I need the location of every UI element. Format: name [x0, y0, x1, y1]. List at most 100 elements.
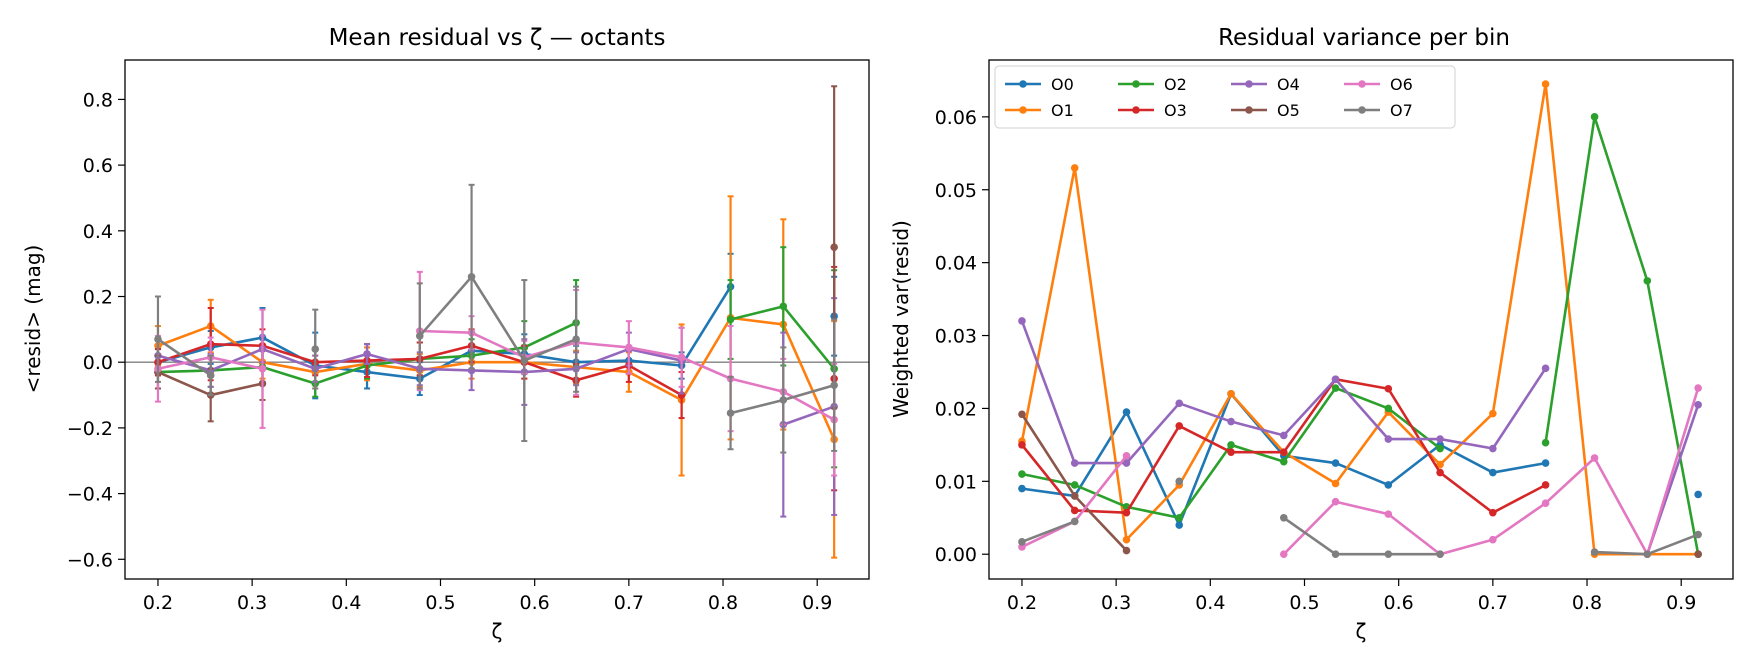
right-data-point	[1122, 535, 1131, 544]
left-y-tick-label: −0.4	[67, 484, 113, 506]
right-data-point	[1279, 513, 1288, 522]
right-data-point	[1694, 384, 1702, 392]
left-data-point	[726, 315, 735, 324]
left-x-tick-label: 0.8	[708, 592, 738, 614]
right-data-point	[1279, 431, 1288, 440]
left-data-point	[206, 371, 215, 380]
left-series-line	[157, 285, 732, 380]
left-y-tick-label: 0.4	[83, 221, 113, 243]
right-data-point	[1018, 470, 1026, 478]
right-series-2	[1018, 113, 1702, 559]
right-chart: Residual variance per bin 0.2 0.3 0.4 0.5 0.…	[889, 25, 1734, 643]
right-data-point	[1384, 510, 1393, 518]
right-data-point	[1279, 550, 1288, 559]
right-data-point	[1175, 513, 1184, 522]
right-series-line	[1020, 82, 1699, 556]
left-x-tick-label: 0.6	[520, 592, 550, 614]
right-data-point	[1175, 422, 1184, 430]
left-series-group	[154, 85, 838, 559]
right-y-tick-label: 0.05	[935, 180, 977, 202]
right-data-point	[1331, 497, 1340, 506]
right-data-point	[1122, 452, 1131, 460]
left-y-tick-label: −0.6	[67, 549, 113, 571]
right-data-point	[1122, 459, 1131, 467]
legend-item-O6: O6	[1344, 75, 1413, 94]
right-data-point	[1070, 164, 1079, 172]
right-data-point	[1489, 444, 1497, 453]
legend-label: O5	[1277, 101, 1300, 120]
legend-label: O3	[1164, 101, 1187, 120]
legend-item-O5: O5	[1231, 101, 1300, 120]
right-series-7	[1018, 477, 1702, 559]
legend-item-O7: O7	[1344, 101, 1413, 120]
right-chart-title: Residual variance per bin	[1218, 25, 1510, 51]
left-data-point	[830, 381, 838, 389]
right-series-group	[1018, 80, 1702, 559]
right-data-point	[1279, 448, 1288, 456]
left-data-point	[625, 343, 633, 352]
right-series-3	[1018, 375, 1550, 517]
legend-item-O4: O4	[1231, 75, 1300, 94]
left-series-line	[782, 405, 835, 426]
legend-label: O1	[1051, 101, 1074, 120]
right-data-point	[1541, 499, 1550, 507]
right-data-point	[1279, 457, 1288, 466]
legend-swatch-marker	[1132, 80, 1140, 88]
right-data-point	[1175, 521, 1184, 529]
right-series-line	[1283, 516, 1441, 556]
right-data-point	[1541, 481, 1550, 489]
left-series-line	[157, 316, 836, 440]
right-plot-frame	[988, 59, 1734, 580]
right-data-point	[1018, 317, 1026, 325]
right-y-tick-label: 0.01	[935, 471, 977, 493]
right-data-point	[1175, 477, 1184, 486]
right-data-point	[1018, 441, 1026, 449]
left-x-tick-label: 0.2	[143, 592, 173, 614]
left-x-tick-label: 0.5	[425, 592, 455, 614]
left-data-point	[258, 364, 267, 373]
right-data-point	[1694, 530, 1702, 539]
left-x-axis-label: ζ	[492, 619, 503, 643]
right-x-tick-label: 0.6	[1384, 592, 1414, 614]
right-data-point	[1643, 277, 1652, 285]
legend-swatch-marker	[1245, 106, 1253, 114]
right-data-point	[1436, 460, 1444, 469]
legend-label: O7	[1390, 101, 1413, 120]
right-series-line	[1544, 115, 1700, 555]
right-data-point	[1384, 384, 1393, 393]
right-data-point	[1070, 492, 1079, 500]
right-data-point	[1070, 506, 1079, 515]
legend: O0 O1 O2 O3 O4 O5 O6 O7	[994, 65, 1456, 129]
right-data-point	[1122, 546, 1131, 555]
right-data-point	[1331, 550, 1340, 559]
legend-label: O0	[1051, 75, 1074, 94]
right-data-point	[1436, 444, 1444, 453]
right-data-point	[1384, 404, 1393, 413]
left-y-axis: −0.6 −0.4 −0.2 0.0 0.2 0.4 0.6 0.8	[67, 89, 125, 571]
right-y-tick-label: 0.02	[935, 398, 977, 420]
legend-swatch-marker	[1132, 106, 1140, 114]
left-data-point	[467, 272, 476, 281]
right-data-point	[1436, 550, 1444, 559]
left-y-tick-label: 0.2	[83, 287, 113, 309]
legend-item-O3: O3	[1118, 101, 1187, 120]
right-x-tick-label: 0.5	[1289, 592, 1319, 614]
right-y-axis-label: Weighted var(resid)	[889, 220, 913, 418]
right-data-point	[1489, 409, 1497, 418]
right-data-point	[1122, 408, 1131, 416]
right-data-point	[1384, 481, 1393, 489]
legend-box	[994, 65, 1456, 129]
right-data-point	[1590, 113, 1599, 121]
left-y-tick-label: 0.0	[83, 352, 113, 374]
left-y-tick-label: 0.6	[83, 155, 113, 177]
right-data-point	[1489, 508, 1497, 517]
right-data-point	[1384, 550, 1393, 559]
left-data-point	[572, 335, 580, 344]
left-x-tick-label: 0.4	[331, 592, 361, 614]
right-y-tick-label: 0.03	[935, 326, 977, 348]
left-x-tick-label: 0.7	[614, 592, 644, 614]
right-data-point	[1541, 459, 1550, 467]
left-x-tick-label: 0.3	[237, 592, 267, 614]
